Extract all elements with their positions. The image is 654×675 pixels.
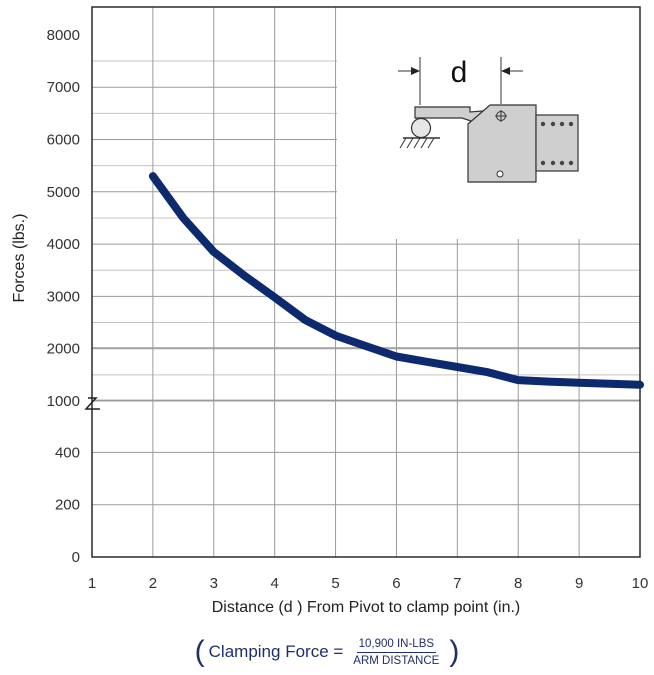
y-tick-labels: 0 200 400 1000 2000 3000 4000 5000 6000 7000 8000 bbox=[47, 27, 80, 566]
plot-frame bbox=[91, 6, 641, 558]
x-tick-label: 8 bbox=[514, 575, 522, 592]
body-hole bbox=[496, 170, 504, 178]
formula-numerator: 10,900 IN-LBS bbox=[356, 638, 437, 653]
y-tick-label: 8000 bbox=[47, 27, 80, 44]
clamp-diagram: d bbox=[398, 56, 579, 183]
x-tick-label: 6 bbox=[392, 575, 400, 592]
y-tick-label: 7000 bbox=[47, 79, 80, 96]
dimension-label-d: d bbox=[451, 56, 468, 89]
mounting-bolts bbox=[540, 121, 574, 166]
x-tick-label: 10 bbox=[632, 575, 649, 592]
formula-denominator: ARM DISTANCE bbox=[353, 654, 440, 667]
y-tick-label: 5000 bbox=[47, 184, 80, 201]
y-tick-label: 200 bbox=[55, 497, 80, 514]
x-tick-labels: 1 2 3 4 5 6 7 8 9 10 bbox=[88, 575, 649, 592]
x-tick-label: 3 bbox=[210, 575, 218, 592]
y-tick-label: 4000 bbox=[47, 236, 80, 253]
y-tick-label: 6000 bbox=[47, 132, 80, 149]
y-tick-label: 2000 bbox=[47, 341, 80, 358]
x-tick-label: 1 bbox=[88, 575, 96, 592]
support-roller bbox=[410, 117, 432, 139]
y-axis-title: Forces (lbs.) bbox=[11, 214, 28, 303]
formula-open-paren: ( bbox=[194, 635, 205, 668]
x-tick-label: 5 bbox=[331, 575, 339, 592]
dimension-arrow-right bbox=[501, 67, 510, 75]
dimension-arrow-left bbox=[411, 67, 420, 75]
formula-label: Clamping Force = bbox=[208, 642, 344, 661]
grid-major bbox=[92, 7, 640, 557]
ground-hatch bbox=[399, 137, 435, 149]
x-tick-label: 2 bbox=[149, 575, 157, 592]
series-line-clamping-force bbox=[148, 172, 644, 389]
x-tick-label: 9 bbox=[575, 575, 583, 592]
x-axis-title: Distance (d ) From Pivot to clamp point … bbox=[212, 599, 521, 616]
x-tick-label: 7 bbox=[453, 575, 461, 592]
y-tick-label: 1000 bbox=[47, 393, 80, 410]
y-tick-label: 0 bbox=[72, 549, 80, 566]
grid-minor bbox=[92, 60, 640, 376]
clamp-body bbox=[467, 104, 537, 183]
clamping-force-formula: ( Clamping Force = 10,900 IN-LBS ARM DIS… bbox=[0, 632, 654, 672]
formula-fraction: 10,900 IN-LBS ARM DISTANCE bbox=[351, 638, 441, 667]
axis-break-mark bbox=[84, 397, 100, 410]
formula-close-paren: ) bbox=[449, 635, 460, 668]
y-tick-label: 3000 bbox=[47, 288, 80, 305]
x-tick-label: 4 bbox=[270, 575, 278, 592]
y-tick-label: 400 bbox=[55, 444, 80, 461]
